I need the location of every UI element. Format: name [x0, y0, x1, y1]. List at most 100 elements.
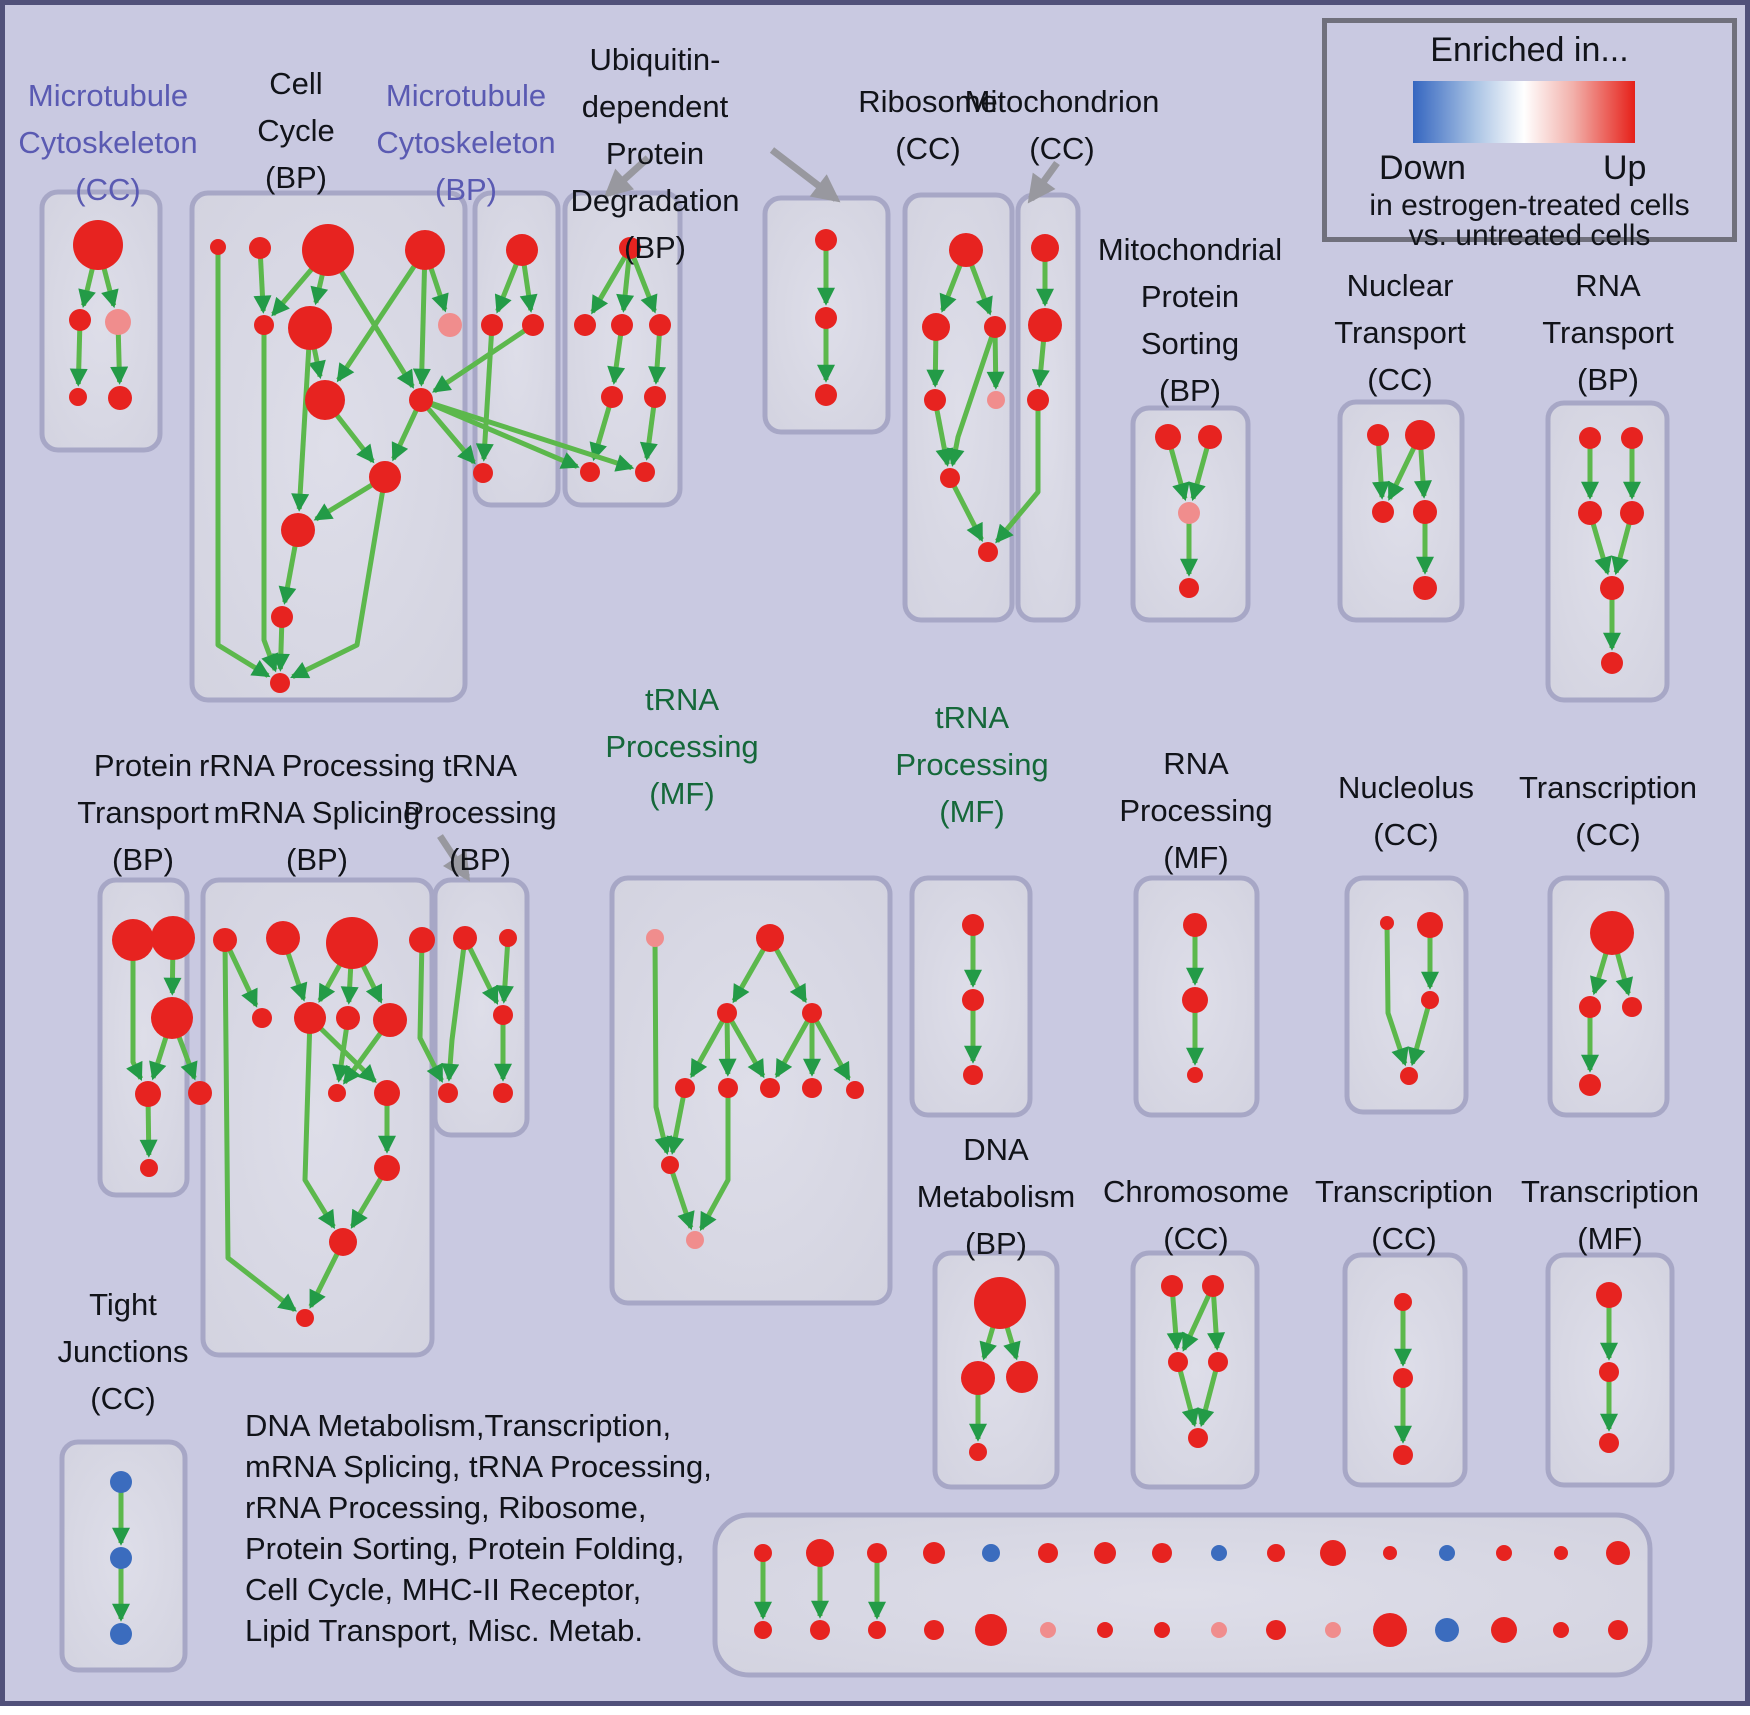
gene-node-pink [1325, 1622, 1341, 1638]
gene-node-red [1267, 1544, 1285, 1562]
gene-node-red [961, 1361, 995, 1395]
gene-node-red [924, 1620, 944, 1640]
ubiquitin-label-line: Protein [605, 136, 705, 171]
rrna-processing-label-line: (BP) [286, 842, 348, 877]
rna-transport-label: RNA Transport (BP) [1542, 262, 1674, 403]
gene-node-red [1038, 1543, 1058, 1563]
gene-node-red [1620, 501, 1644, 525]
gene-node-red [1400, 1067, 1418, 1085]
gene-node-red [1183, 913, 1207, 937]
nuclear-transport-label-line: Nuclear [1346, 268, 1454, 303]
edge-arrow [420, 397, 580, 469]
gene-node-red [1590, 911, 1634, 955]
gene-node-red [619, 237, 641, 259]
transcription-cc3-label-line: Transcription [1314, 1174, 1494, 1209]
gene-node-red [369, 461, 401, 493]
gene-node-red [1421, 991, 1439, 1009]
cluster-box-microtubule_bp [472, 190, 561, 508]
gene-node-red [867, 1543, 887, 1563]
transcription-cc3-label-line: (CC) [1371, 1221, 1437, 1256]
microtubule-cc-label-line: Cytoskeleton [18, 125, 198, 160]
microtubule-bp-label-line: (BP) [435, 172, 497, 207]
gene-node-red [923, 1542, 945, 1564]
gene-node-red [963, 1065, 983, 1085]
cluster-box-rrna_mrna [200, 877, 435, 1358]
edge-arrow [995, 400, 1041, 544]
gene-node-red [405, 230, 445, 270]
label-pointer-arrow [603, 155, 651, 198]
gene-node-red [1579, 1074, 1601, 1096]
mito-protein-sorting-label-line: Protein [1140, 279, 1240, 314]
gene-node-red [151, 916, 195, 960]
cell-cycle-label: Cell Cycle (BP) [257, 60, 335, 201]
rrna-processing-label-line: mRNA Splicing [213, 795, 421, 830]
edge-arrow [774, 1011, 815, 1079]
gene-node-red [974, 1277, 1026, 1329]
edge-arrow [590, 246, 633, 315]
gene-node-red [1155, 424, 1181, 450]
trna-processing-bp-label-line: Processing [403, 795, 557, 830]
transcription-cc2-label: Transcription (CC) [1519, 764, 1697, 858]
gene-node-red [506, 234, 538, 266]
chromosome-label-line: Chromosome [1102, 1174, 1290, 1209]
gene-node-red [453, 926, 477, 950]
misc-line: Cell Cycle, MHC-II Receptor, [245, 1572, 642, 1607]
misc-line: mRNA Splicing, tRNA Processing, [245, 1449, 712, 1484]
gene-node-red [374, 1080, 400, 1106]
gene-node-red [1198, 425, 1222, 449]
gene-node-red [1006, 1361, 1038, 1393]
edge-arrow [689, 1011, 730, 1079]
cluster-box-protein_transport [97, 877, 190, 1198]
edge-arrow [809, 1011, 851, 1082]
gene-node-red [326, 917, 378, 969]
gene-node-blue [110, 1471, 132, 1493]
gene-node-red [718, 1078, 738, 1098]
gene-node-red [294, 1002, 326, 1034]
nuclear-transport-label-line: Transport [1334, 315, 1466, 350]
gene-node-red [1599, 1433, 1619, 1453]
gene-node-red [329, 1228, 357, 1256]
misc-line: DNA Metabolism,Transcription, [245, 1408, 672, 1443]
microtubule-cc-label-line: Microtubule [27, 78, 189, 113]
trna-processing-mf-big-label-line: (MF) [649, 776, 715, 811]
transcription-cc2-label-line: Transcription [1518, 770, 1698, 805]
gene-node-red [611, 314, 633, 336]
gene-node-red [1608, 1620, 1628, 1640]
edge-arrow [302, 1017, 336, 1229]
label-pointer-arrow [437, 834, 471, 882]
gene-node-red [1579, 996, 1601, 1018]
microtubule-cc-label-line: (CC) [75, 172, 141, 207]
gene-node-red [1413, 576, 1437, 600]
gene-node-red [1491, 1617, 1517, 1643]
gene-node-red [1202, 1275, 1224, 1297]
gene-node-blue [1439, 1545, 1455, 1561]
rrna-processing-label: rRNA Processing mRNA Splicing (BP) [199, 742, 435, 883]
gene-node-red [924, 389, 946, 411]
rna-processing-mf-label-line: (MF) [1163, 840, 1229, 875]
gene-node-red [1031, 234, 1059, 262]
gene-node-red [1394, 1293, 1412, 1311]
edge-arrow [336, 248, 428, 383]
gene-node-blue [110, 1547, 132, 1569]
ubiquitin-label-line: (BP) [624, 230, 686, 265]
gene-node-red [1380, 916, 1394, 930]
gene-node-red [438, 1083, 458, 1103]
gene-node-red [760, 1078, 780, 1098]
gene-node-red [135, 1081, 161, 1107]
gene-node-red [1606, 1541, 1630, 1565]
cluster-box-misc_bottom [712, 1512, 1653, 1678]
gene-node-red [754, 1544, 772, 1562]
edge-arrow [947, 476, 984, 542]
gene-node-red [1094, 1542, 1116, 1564]
trna-processing-mf-small-label-line: tRNA [934, 700, 1010, 735]
gene-node-red [1161, 1275, 1183, 1297]
edge-arrow [699, 1088, 731, 1231]
gene-node-red [249, 237, 271, 259]
tight-junctions-label: Tight Junctions (CC) [58, 1281, 189, 1422]
gene-node-red [288, 306, 332, 350]
nucleolus-label-line: (CC) [1373, 817, 1439, 852]
legend-gradient-bar [1413, 81, 1635, 143]
transcription-mf-label-line: (MF) [1577, 1221, 1643, 1256]
edge-arrow [946, 326, 998, 467]
gene-node-red [984, 316, 1006, 338]
